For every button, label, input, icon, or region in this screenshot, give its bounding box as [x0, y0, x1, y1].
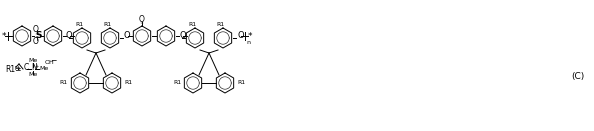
Text: (C): (C) — [571, 72, 584, 81]
Text: O: O — [66, 31, 72, 40]
Text: C: C — [24, 64, 29, 72]
Text: R1: R1 — [216, 23, 224, 28]
Text: *: * — [248, 31, 252, 40]
Text: S: S — [35, 31, 42, 40]
Text: O: O — [33, 24, 39, 34]
Text: R1: R1 — [60, 81, 68, 86]
Text: R1: R1 — [188, 23, 196, 28]
Text: R1: R1 — [173, 81, 181, 86]
Text: OH: OH — [45, 61, 55, 66]
Text: R1=: R1= — [5, 64, 21, 73]
Text: O: O — [33, 37, 39, 45]
Text: −: − — [50, 56, 56, 66]
Text: R1: R1 — [75, 23, 83, 28]
Text: O: O — [139, 15, 145, 23]
Text: R1: R1 — [237, 81, 245, 86]
Text: Me: Me — [39, 66, 48, 70]
Text: O: O — [237, 31, 244, 40]
Text: R1: R1 — [124, 81, 132, 86]
Text: Me: Me — [29, 72, 37, 78]
Text: *: * — [2, 31, 7, 40]
Text: O: O — [179, 31, 185, 40]
Text: +: + — [34, 64, 38, 69]
Text: O: O — [124, 31, 131, 40]
Text: H₂: H₂ — [15, 66, 21, 70]
Text: N: N — [31, 64, 37, 72]
Text: Me: Me — [29, 59, 37, 64]
Text: R1: R1 — [103, 23, 111, 28]
Text: n: n — [246, 40, 250, 45]
